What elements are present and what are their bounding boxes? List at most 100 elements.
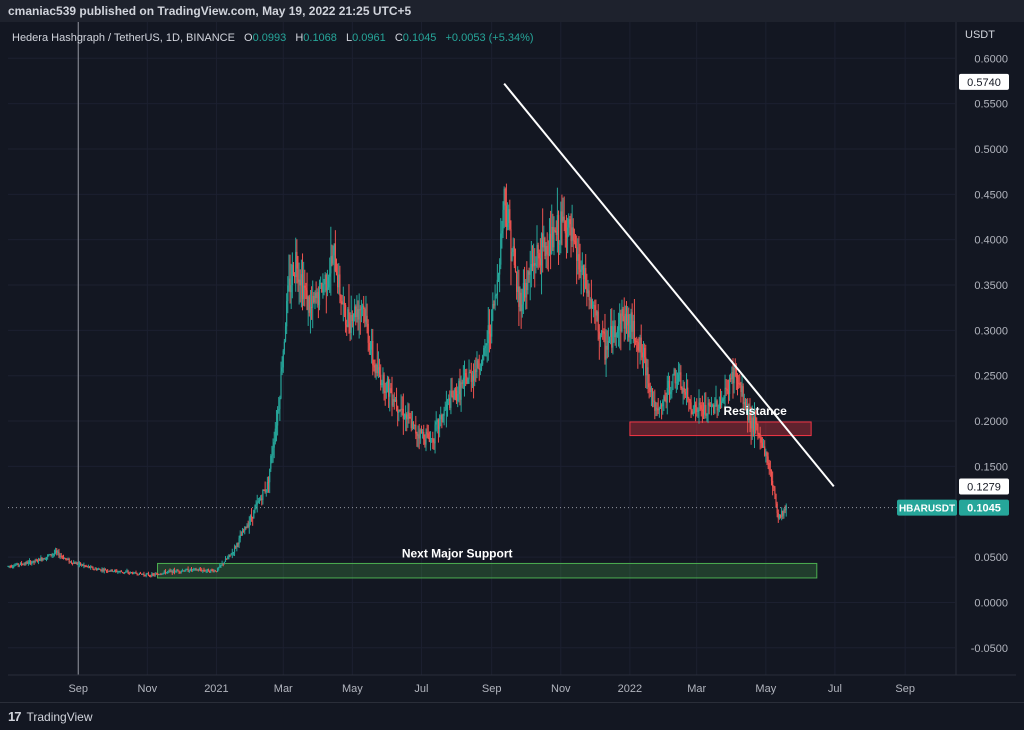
candle-body bbox=[406, 414, 408, 420]
candle-body bbox=[100, 569, 102, 571]
candle-body bbox=[187, 568, 189, 572]
candle-body bbox=[425, 432, 427, 445]
candle-body bbox=[40, 557, 42, 561]
candle-body bbox=[49, 554, 51, 556]
candle-body bbox=[58, 551, 60, 557]
candle-body bbox=[24, 563, 26, 565]
candle-body bbox=[441, 415, 443, 423]
candle-body bbox=[280, 371, 282, 399]
candle-body bbox=[423, 431, 425, 440]
candle-body bbox=[83, 565, 85, 567]
candle-body bbox=[245, 526, 247, 529]
time-axis[interactable]: Sep Nov 2021 Mar May Jul Sep Nov 2022 Mar May Jul Se… bbox=[8, 674, 1016, 695]
candle-body bbox=[188, 570, 190, 572]
candle-body bbox=[327, 276, 330, 288]
price-axis[interactable]: USDT 0.6000 0.5500 0.5000 0.4500 0.4000 0.350… bbox=[955, 22, 1017, 701]
candle-body bbox=[290, 284, 292, 293]
candle-body bbox=[760, 437, 762, 443]
candle-body bbox=[455, 390, 458, 402]
candle-body bbox=[644, 347, 646, 358]
candle-body bbox=[142, 574, 144, 576]
candle-body bbox=[657, 408, 659, 411]
candle-body bbox=[623, 316, 625, 329]
candle-body bbox=[658, 408, 660, 411]
candle-body bbox=[77, 564, 79, 566]
candle-body bbox=[34, 560, 36, 563]
candle-body bbox=[15, 564, 17, 566]
candle-body bbox=[203, 570, 205, 572]
candle-body bbox=[536, 244, 538, 265]
x-tick-labels: Sep Nov 2021 Mar May Jul Sep Nov 2022 Mar May Jul Se… bbox=[68, 683, 915, 695]
publish-header: cmaniac539 published on TradingView.com,… bbox=[0, 0, 1024, 22]
candle-body bbox=[95, 568, 97, 571]
candle-body bbox=[688, 398, 690, 400]
y-tick-label: 0.6000 bbox=[974, 53, 1008, 65]
candle-body bbox=[93, 569, 95, 571]
candle-body bbox=[435, 422, 437, 425]
candle-body bbox=[373, 365, 375, 368]
candle-body bbox=[364, 309, 366, 322]
candle-body bbox=[129, 572, 131, 574]
candle-body bbox=[255, 504, 257, 508]
last-price-label: 0.1045 bbox=[967, 503, 1001, 515]
candle-body bbox=[340, 295, 342, 302]
y-tick-labels: 0.6000 0.5500 0.5000 0.4500 0.4000 0.3500 0.30… bbox=[971, 53, 1008, 655]
price-chart[interactable]: Next Major Support Resistance Hedera Has… bbox=[0, 22, 1024, 702]
candle-body bbox=[574, 241, 577, 248]
candle-body bbox=[334, 243, 336, 272]
candle-body bbox=[410, 418, 412, 429]
candle-body bbox=[417, 434, 419, 436]
candle-body bbox=[207, 568, 210, 572]
x-tick-label: Jul bbox=[414, 683, 428, 695]
candle-body bbox=[206, 568, 208, 571]
brand-name[interactable]: TradingView bbox=[26, 709, 93, 724]
candle-body bbox=[668, 380, 671, 395]
candle-body bbox=[518, 286, 520, 307]
candle-body bbox=[323, 284, 325, 286]
candle-body bbox=[315, 292, 317, 299]
candle-body bbox=[764, 446, 766, 456]
candle-body bbox=[704, 404, 706, 415]
candle-body bbox=[102, 569, 104, 571]
candle-body bbox=[148, 575, 151, 577]
descending-trendline[interactable] bbox=[503, 83, 835, 487]
candle-body bbox=[480, 364, 483, 369]
candle-body bbox=[642, 347, 645, 358]
candle-body bbox=[82, 564, 84, 566]
candle-body bbox=[84, 565, 86, 567]
candle-body bbox=[116, 570, 118, 572]
candle-body bbox=[776, 503, 778, 513]
candle-body bbox=[198, 569, 201, 571]
candle-body bbox=[402, 408, 404, 419]
candle-body bbox=[41, 557, 43, 561]
candle-body bbox=[153, 574, 155, 576]
candle-body bbox=[765, 452, 767, 456]
candle-body bbox=[681, 388, 683, 394]
resistance-zone[interactable] bbox=[629, 421, 812, 437]
candle-body bbox=[418, 434, 420, 439]
candle-body bbox=[105, 570, 108, 572]
candle-body bbox=[582, 265, 585, 280]
candle-body bbox=[330, 256, 332, 274]
footer-bar: 17 TradingView bbox=[0, 702, 1024, 730]
candle-body bbox=[735, 368, 737, 378]
candle-body bbox=[751, 417, 753, 429]
candle-body bbox=[20, 563, 23, 565]
candle-body bbox=[103, 569, 105, 571]
candle-body bbox=[543, 237, 545, 248]
candle-body bbox=[521, 304, 523, 312]
candle-body bbox=[236, 543, 238, 548]
support-zone[interactable] bbox=[157, 562, 818, 579]
candle-body bbox=[604, 333, 606, 360]
candle-body bbox=[710, 405, 713, 407]
candle-body bbox=[691, 410, 693, 415]
candle-body bbox=[708, 402, 710, 406]
candle-body bbox=[39, 558, 41, 561]
candle-body bbox=[665, 400, 667, 403]
candle-body bbox=[194, 568, 196, 570]
candle-body bbox=[249, 515, 252, 522]
candle-body bbox=[222, 563, 224, 565]
tradingview-logo-icon[interactable]: 17 bbox=[8, 709, 22, 724]
candle-body bbox=[325, 274, 327, 291]
candle-body bbox=[190, 568, 193, 571]
